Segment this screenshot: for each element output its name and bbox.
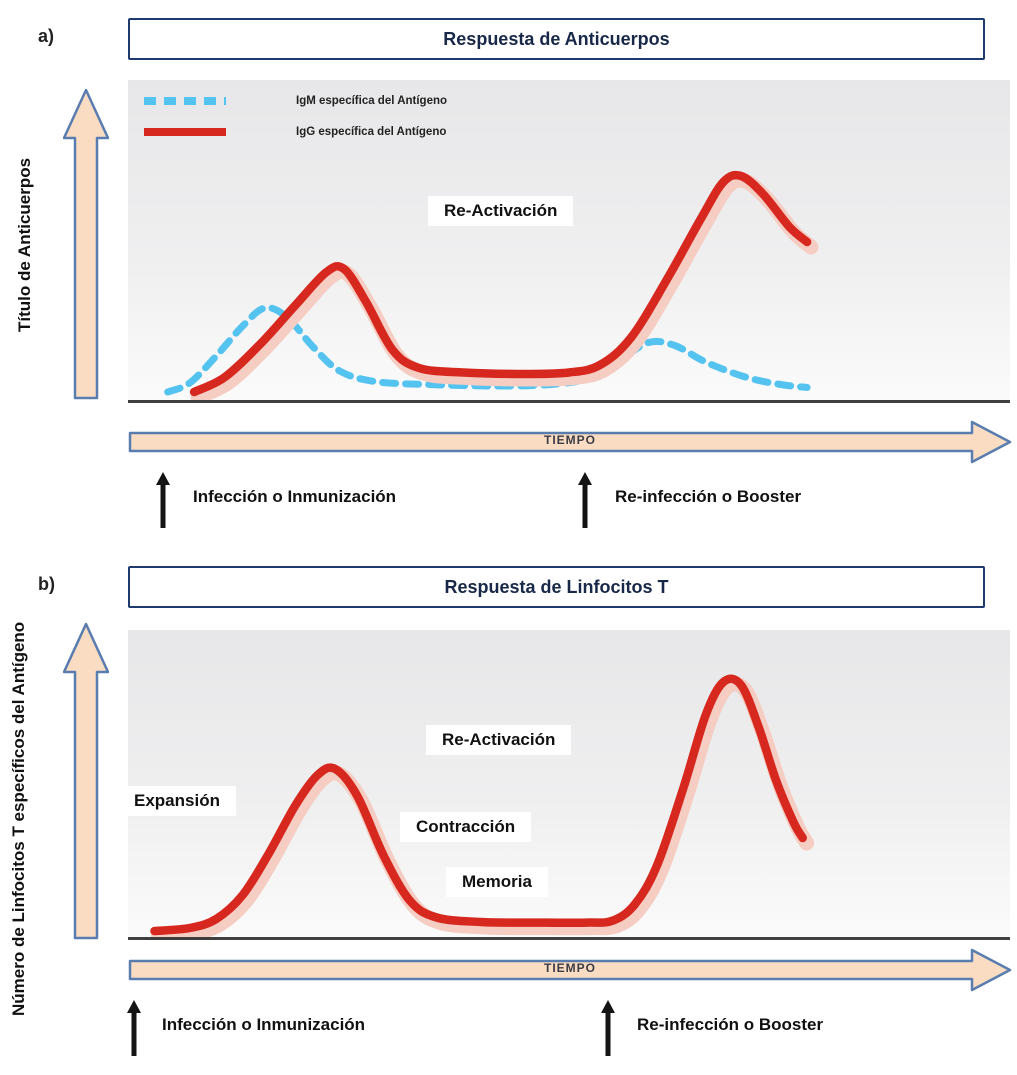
annotation-contraction: Contracción xyxy=(400,812,532,842)
panel-b-x-axis-label: TIEMPO xyxy=(543,961,596,975)
panel-b-y-axis-label: Número de Linfocitos T específicos del A… xyxy=(9,621,28,1016)
event-label-reinfection-b: Re-infección o Booster xyxy=(637,1015,824,1034)
panel-a-curves xyxy=(164,170,819,403)
annotation-reactivation-a: Re-Activación xyxy=(428,196,574,226)
panel-a-title: Respuesta de Anticuerpos xyxy=(443,28,670,49)
panel-b-title-box: Respuesta de Linfocitos T xyxy=(128,566,985,608)
panel-a-x-axis-label: TIEMPO xyxy=(543,433,596,447)
event-label-infection-b: Infección o Inmunización xyxy=(162,1015,366,1034)
igg-solid-line-icon xyxy=(144,128,226,136)
panel-a-title-box: Respuesta de Anticuerpos xyxy=(128,18,985,60)
event-up-arrow-icon xyxy=(156,472,170,528)
panel-a-plot-area: IgM específica del Antígeno IgG específi… xyxy=(128,80,1010,403)
legend-label-igg: IgG específica del Antígeno xyxy=(296,126,447,138)
annotation-expansion: Expansión xyxy=(118,786,236,816)
panel-b-index-label: b) xyxy=(38,574,55,594)
event-label-reinfection-a: Re-infección o Booster xyxy=(615,487,802,506)
legend-item-igm: IgM específica del Antígeno xyxy=(144,90,447,112)
igm-dashed-line-icon xyxy=(144,97,226,105)
annotation-reactivation-b: Re-Activación xyxy=(426,725,572,755)
panel-b-curves xyxy=(150,674,815,940)
panel-a-y-axis-label: Título de Anticuerpos xyxy=(15,157,34,333)
annotation-memory: Memoria xyxy=(446,867,548,897)
y-axis-arrow-icon xyxy=(63,622,109,940)
panel-b-title: Respuesta de Linfocitos T xyxy=(444,576,669,597)
legend-item-igg: IgG específica del Antígeno xyxy=(144,121,447,143)
x-axis-arrow-icon xyxy=(128,948,1012,992)
panel-a-baseline xyxy=(128,400,1010,403)
panel-b-plot-area: Expansión Re-Activación Contracción Memo… xyxy=(118,630,1010,940)
panel-b-baseline xyxy=(128,937,1010,940)
event-up-arrow-icon xyxy=(578,472,592,528)
panel-a-index-label: a) xyxy=(38,26,55,46)
event-label-infection-a: Infección o Inmunización xyxy=(193,487,397,506)
event-up-arrow-icon xyxy=(601,1000,615,1056)
panel-a-legend: IgM específica del Antígeno IgG específi… xyxy=(144,90,447,143)
x-axis-arrow-icon xyxy=(128,420,1012,464)
y-axis-arrow-icon xyxy=(63,88,109,400)
legend-label-igm: IgM específica del Antígeno xyxy=(296,95,448,107)
event-up-arrow-icon xyxy=(127,1000,141,1056)
